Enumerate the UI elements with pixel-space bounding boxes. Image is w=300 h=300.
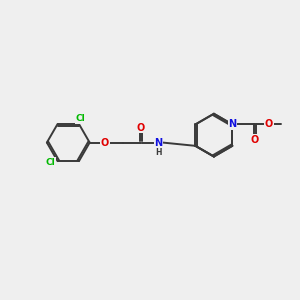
Text: O: O: [265, 119, 273, 129]
Text: N: N: [228, 119, 236, 129]
Text: N: N: [154, 138, 163, 148]
Text: Cl: Cl: [76, 114, 85, 123]
Text: O: O: [137, 123, 145, 133]
Text: Cl: Cl: [45, 158, 55, 167]
Text: O: O: [250, 135, 259, 145]
Text: O: O: [101, 138, 109, 148]
Text: H: H: [155, 148, 162, 157]
